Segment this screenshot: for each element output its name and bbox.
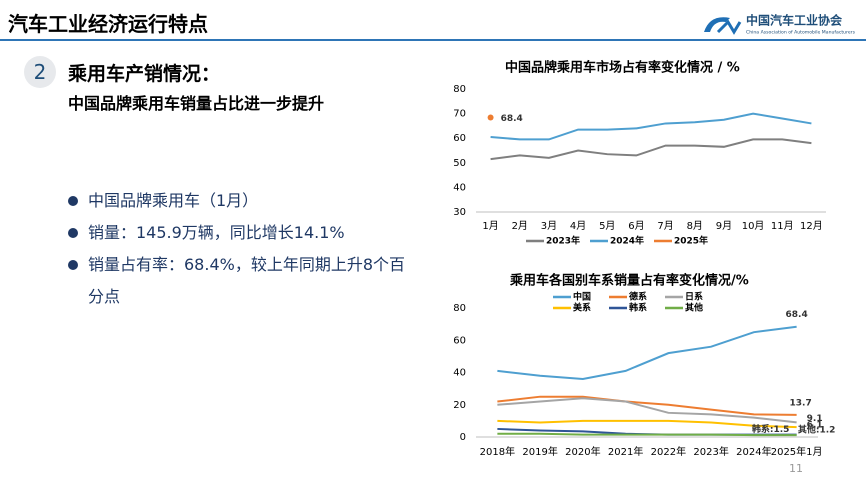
y-tick-label: 80 — [453, 303, 466, 314]
legend-label: 日系 — [685, 291, 703, 303]
data-label: 9.1 — [807, 414, 823, 424]
data-label: 其他:1.2 — [798, 424, 836, 436]
legend-label: 其他 — [685, 302, 703, 314]
x-tick-label: 2020年 — [565, 445, 600, 458]
x-tick-label: 5月 — [599, 220, 615, 232]
logo-mark — [716, 19, 742, 35]
legend-label: 美系 — [573, 302, 591, 314]
section-number: 2 — [24, 56, 56, 88]
header-rule — [0, 39, 866, 41]
x-tick-label: 11月 — [771, 220, 794, 232]
y-tick-label: 20 — [453, 400, 466, 411]
x-tick-label: 1月 — [482, 220, 498, 232]
x-tick-label: 12月 — [800, 220, 823, 232]
section-subtitle: 中国品牌乘用车销量占比进一步提升 — [68, 94, 325, 113]
page-number: 11 — [789, 462, 803, 475]
y-tick-label: 0 — [460, 432, 466, 443]
logo-name: 中国汽车工业协会 — [746, 13, 843, 28]
legend-label: 2025年 — [674, 235, 708, 247]
series-line — [490, 112, 812, 141]
series-line — [497, 397, 797, 424]
x-tick-label: 2025年1月 — [771, 445, 823, 458]
bullet-list: 中国品牌乘用车（1月） 销量：145.9万辆，同比增长14.1% 销量占有率：6… — [66, 185, 411, 313]
x-tick-label: 7月 — [657, 220, 673, 232]
x-tick-label: 10月 — [742, 220, 765, 232]
x-tick-label: 2022年 — [651, 445, 686, 458]
x-tick-label: 4月 — [570, 220, 586, 232]
x-tick-label: 2023年 — [693, 445, 728, 458]
x-tick-label: 2021年 — [608, 445, 643, 458]
data-label: 68.4 — [501, 114, 523, 124]
data-label: 68.4 — [786, 310, 808, 320]
legend-label: 德系 — [629, 291, 647, 303]
x-tick-label: 2月 — [512, 220, 528, 232]
bullet: 销量：145.9万辆，同比增长14.1% — [66, 217, 411, 249]
y-tick-label: 60 — [453, 133, 466, 144]
y-tick-label: 50 — [453, 158, 466, 169]
logo-mark — [704, 17, 730, 32]
bullet: 销量占有率：68.4%，较上年同期上升8个百分点 — [66, 249, 411, 313]
legend-label: 2023年 — [546, 235, 580, 247]
series-line — [497, 325, 797, 380]
x-tick-label: 3月 — [541, 220, 557, 232]
y-tick-label: 80 — [453, 84, 466, 95]
x-tick-label: 2019年 — [522, 445, 557, 458]
y-tick-label: 40 — [453, 182, 466, 193]
x-tick-label: 6月 — [628, 220, 644, 232]
legend-label: 中国 — [573, 291, 591, 303]
chart-title: 乘用车各国别车系销量占有率变化情况/% — [509, 273, 749, 289]
logo-subtitle: China Association of Automobile Manufact… — [746, 30, 856, 36]
x-tick-label: 2024年 — [736, 445, 771, 458]
series-line — [490, 138, 812, 161]
series-line — [497, 395, 797, 416]
y-tick-label: 30 — [453, 207, 466, 218]
legend-label: 韩系 — [629, 302, 647, 314]
data-label: 13.7 — [790, 398, 812, 408]
x-tick-label: 2018年 — [480, 445, 515, 458]
x-tick-label: 8月 — [687, 220, 703, 232]
x-tick-label: 9月 — [716, 220, 732, 232]
bullet: 中国品牌乘用车（1月） — [66, 185, 411, 217]
y-tick-label: 40 — [453, 368, 466, 379]
y-tick-label: 70 — [453, 109, 466, 120]
logo: 中国汽车工业协会 China Association of Automobile… — [704, 13, 856, 36]
slide-title: 汽车工业经济运行特点 — [8, 12, 208, 36]
data-label: 6.1 — [807, 421, 823, 431]
chart-title: 中国品牌乘用车市场占有率变化情况 / % — [505, 60, 740, 76]
series-line — [497, 419, 797, 429]
data-label: 韩系:1.5 — [752, 423, 790, 435]
point — [487, 114, 494, 121]
legend-label: 2024年 — [610, 235, 644, 247]
y-tick-label: 60 — [453, 335, 466, 346]
section-title: 乘用车产销情况： — [68, 63, 221, 85]
series-line — [497, 432, 797, 437]
